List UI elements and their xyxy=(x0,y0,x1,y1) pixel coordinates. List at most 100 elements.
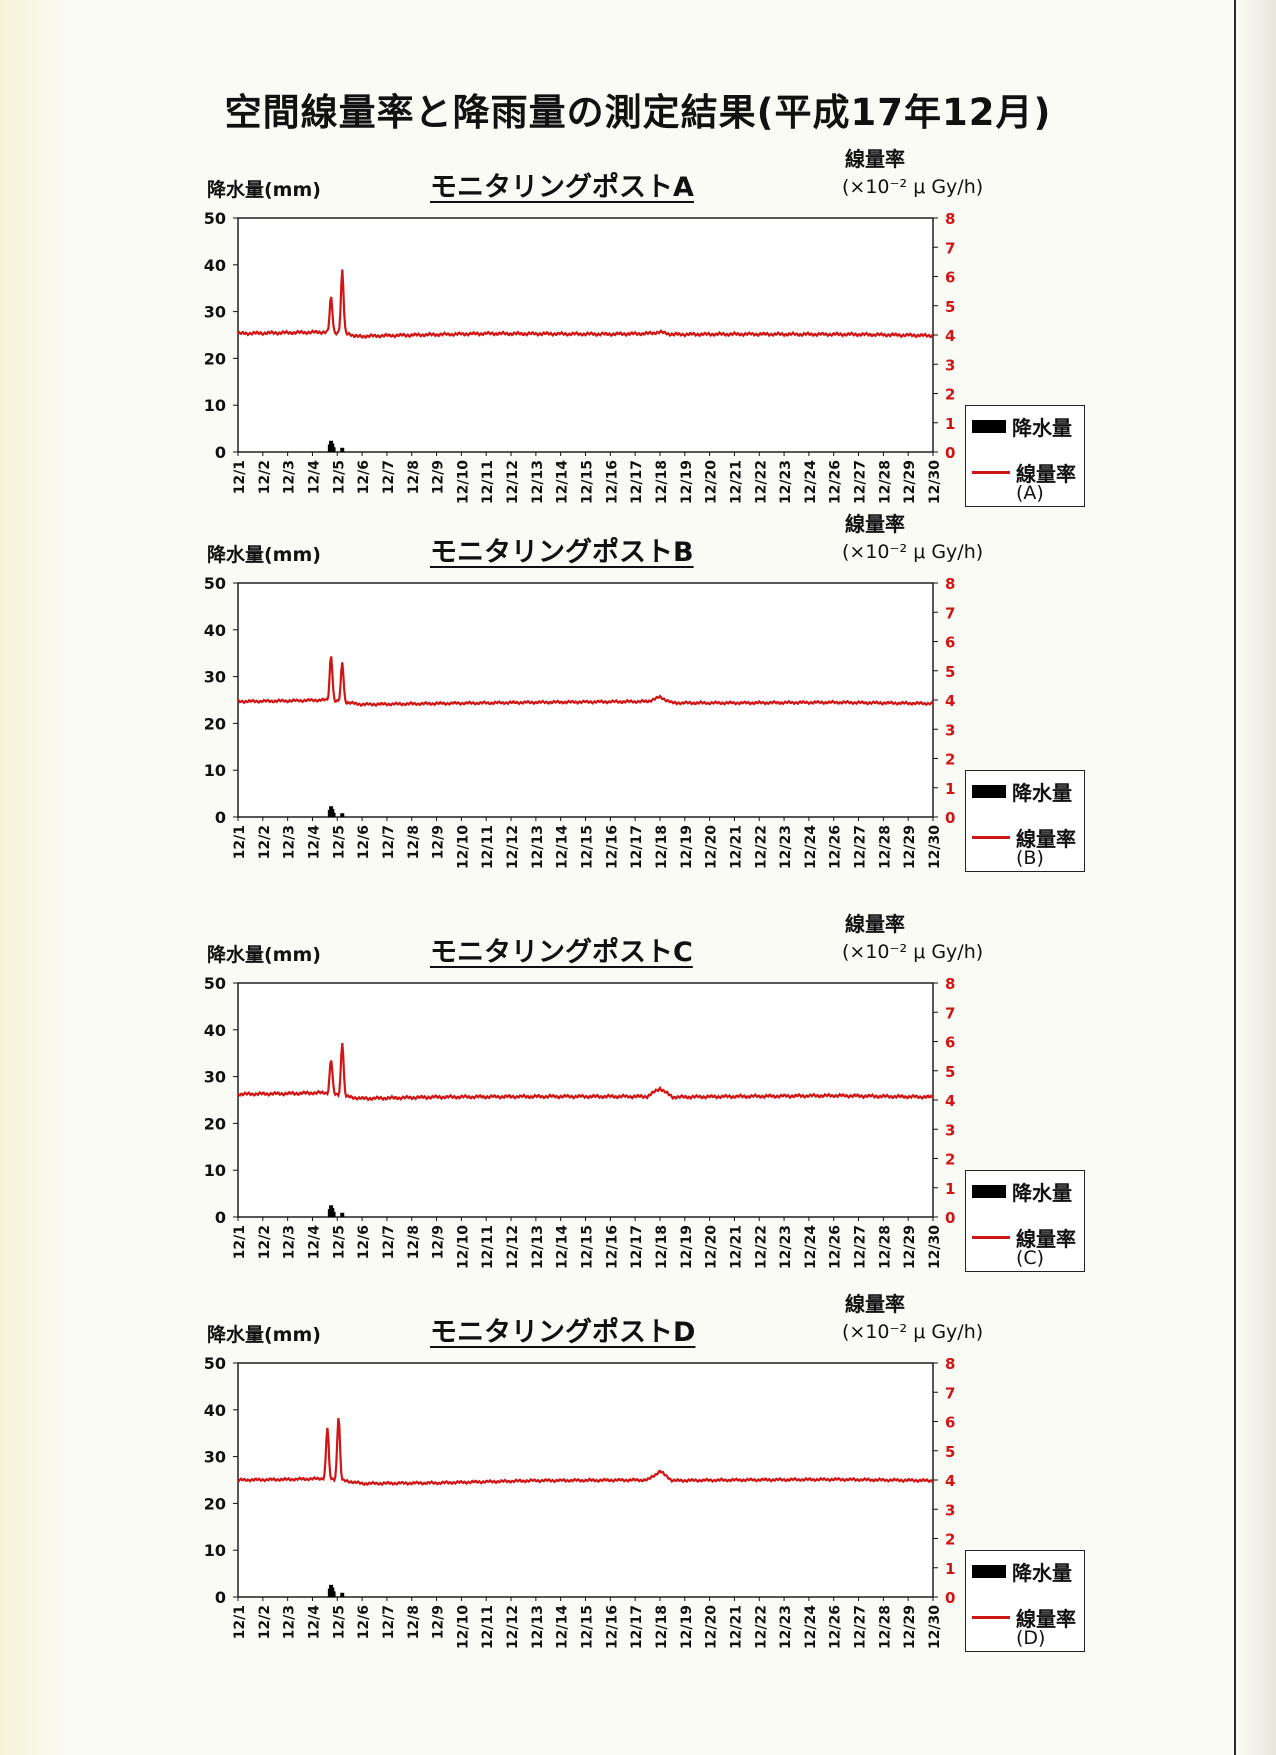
legend-item-rain: 降水量 xyxy=(972,412,1072,441)
x-tick-label: 12/22 xyxy=(753,460,769,504)
left-tick-label: 10 xyxy=(204,761,226,780)
legend-swatch-line xyxy=(972,1236,1010,1239)
legend-label-dose: 線量率 xyxy=(1016,1607,1076,1631)
right-tick-label: 3 xyxy=(945,1121,955,1139)
right-axis-unit: (×10⁻² μ Gy/h) xyxy=(842,176,984,198)
x-tick-label: 12/22 xyxy=(753,825,769,869)
x-tick-label: 12/18 xyxy=(654,1605,670,1649)
x-tick-label: 12/20 xyxy=(704,460,720,504)
right-axis-label: 線量率 xyxy=(845,512,905,536)
right-tick-label: 1 xyxy=(945,1560,955,1578)
dose-rate-line xyxy=(237,1043,934,1102)
rain-bar xyxy=(331,812,336,817)
right-axis-label: 線量率 xyxy=(845,1292,905,1316)
legend: 降水量 線量率 (D) xyxy=(965,1550,1085,1652)
x-tick-label: 12/16 xyxy=(604,460,620,504)
x-tick-label: 12/7 xyxy=(381,1605,397,1639)
x-tick-label: 12/19 xyxy=(679,1225,695,1269)
x-tick-label: 12/8 xyxy=(406,460,422,494)
x-tick-label: 12/14 xyxy=(555,460,571,504)
x-tick-label: 12/6 xyxy=(356,460,372,494)
x-tick-label: 12/22 xyxy=(753,1225,769,1269)
rain-bar xyxy=(340,447,345,452)
right-tick-label: 0 xyxy=(945,444,955,462)
x-tick-label: 12/10 xyxy=(455,1225,471,1269)
legend: 降水量 線量率 (C) xyxy=(965,1170,1085,1272)
x-tick-label: 12/22 xyxy=(753,1605,769,1649)
x-tick-label: 12/1 xyxy=(232,1605,248,1639)
right-tick-label: 7 xyxy=(945,1004,955,1022)
x-tick-label: 12/10 xyxy=(455,460,471,504)
x-tick-label: 12/30 xyxy=(927,1605,943,1649)
left-tick-label: 50 xyxy=(204,574,226,593)
dose-rate-line xyxy=(237,1417,933,1487)
legend-sub-label: (A) xyxy=(1016,482,1044,504)
x-tick-label: 12/12 xyxy=(505,1605,521,1649)
left-axis-label: 降水量(mm) xyxy=(207,544,321,566)
right-tick-label: 5 xyxy=(945,663,955,681)
chart-title: モニタリングポストB xyxy=(430,537,694,568)
right-tick-label: 1 xyxy=(945,1180,955,1198)
right-tick-label: 6 xyxy=(945,1414,955,1432)
left-tick-label: 10 xyxy=(204,1541,226,1560)
x-tick-label: 12/27 xyxy=(853,1605,869,1649)
left-axis-label: 降水量(mm) xyxy=(207,1324,321,1346)
x-tick-label: 12/18 xyxy=(654,460,670,504)
legend-sub-label: (D) xyxy=(1016,1627,1046,1649)
dose-rate-line xyxy=(237,269,934,340)
x-tick-label: 12/8 xyxy=(406,825,422,859)
x-tick-label: 12/24 xyxy=(803,825,819,869)
x-tick-label: 12/17 xyxy=(629,825,645,869)
x-tick-label: 12/2 xyxy=(257,1605,273,1639)
x-tick-label: 12/7 xyxy=(381,1225,397,1259)
right-tick-label: 2 xyxy=(945,751,955,769)
x-tick-label: 12/27 xyxy=(853,1225,869,1269)
right-tick-label: 8 xyxy=(945,575,955,593)
x-tick-label: 12/4 xyxy=(306,1605,322,1640)
right-tick-label: 4 xyxy=(945,692,955,710)
legend-swatch-bar xyxy=(972,1185,1006,1198)
right-tick-label: 3 xyxy=(945,1501,955,1519)
page-edge-line xyxy=(1234,0,1236,1755)
legend-item-dose: 線量率 xyxy=(972,458,1076,487)
rain-bar xyxy=(340,1592,345,1597)
left-tick-label: 50 xyxy=(204,974,226,993)
x-tick-label: 12/30 xyxy=(927,460,943,504)
x-tick-label: 12/30 xyxy=(927,825,943,869)
x-tick-label: 12/2 xyxy=(257,460,273,494)
x-tick-label: 12/23 xyxy=(778,1605,794,1649)
x-tick-label: 12/29 xyxy=(902,1225,918,1269)
x-tick-label: 12/26 xyxy=(828,460,844,504)
x-tick-label: 12/4 xyxy=(306,460,322,495)
right-tick-label: 1 xyxy=(945,415,955,433)
left-tick-label: 0 xyxy=(215,808,226,827)
page-edge-right xyxy=(1234,0,1276,1755)
right-tick-label: 7 xyxy=(945,239,955,257)
legend-sub-label: (C) xyxy=(1016,1247,1045,1269)
x-tick-label: 12/27 xyxy=(853,825,869,869)
plot-frame xyxy=(237,582,934,818)
right-tick-label: 3 xyxy=(945,721,955,739)
x-tick-label: 12/13 xyxy=(530,1605,546,1649)
right-tick-label: 8 xyxy=(945,1355,955,1373)
chart-b: 降水量(mm) モニタリングポストB 線量率 (×10⁻² μ Gy/h) 降水量 線量率… xyxy=(0,505,1276,895)
x-tick-label: 12/16 xyxy=(604,1605,620,1649)
x-tick-label: 12/14 xyxy=(555,1225,571,1269)
x-tick-label: 12/9 xyxy=(431,1605,447,1639)
x-tick-label: 12/26 xyxy=(828,1225,844,1269)
x-tick-label: 12/23 xyxy=(778,460,794,504)
right-tick-label: 2 xyxy=(945,1151,955,1169)
left-tick-label: 0 xyxy=(215,1588,226,1607)
x-tick-label: 12/24 xyxy=(803,460,819,504)
x-tick-label: 12/5 xyxy=(331,460,347,494)
x-tick-label: 12/14 xyxy=(555,1605,571,1649)
x-tick-label: 12/23 xyxy=(778,1225,794,1269)
plot-svg: 0 10 20 30 40 50 0 1 2 3 4 5 6 7 8 12/1 12/2 12/3 12/4 12/5… xyxy=(204,1354,956,1649)
x-tick-label: 12/24 xyxy=(803,1605,819,1649)
legend-item-dose: 線量率 xyxy=(972,1223,1076,1252)
x-tick-label: 12/20 xyxy=(704,1225,720,1269)
x-tick-label: 12/21 xyxy=(728,460,744,504)
right-tick-label: 0 xyxy=(945,809,955,827)
legend: 降水量線量率 (A) xyxy=(965,405,1085,507)
x-tick-label: 12/7 xyxy=(381,460,397,494)
